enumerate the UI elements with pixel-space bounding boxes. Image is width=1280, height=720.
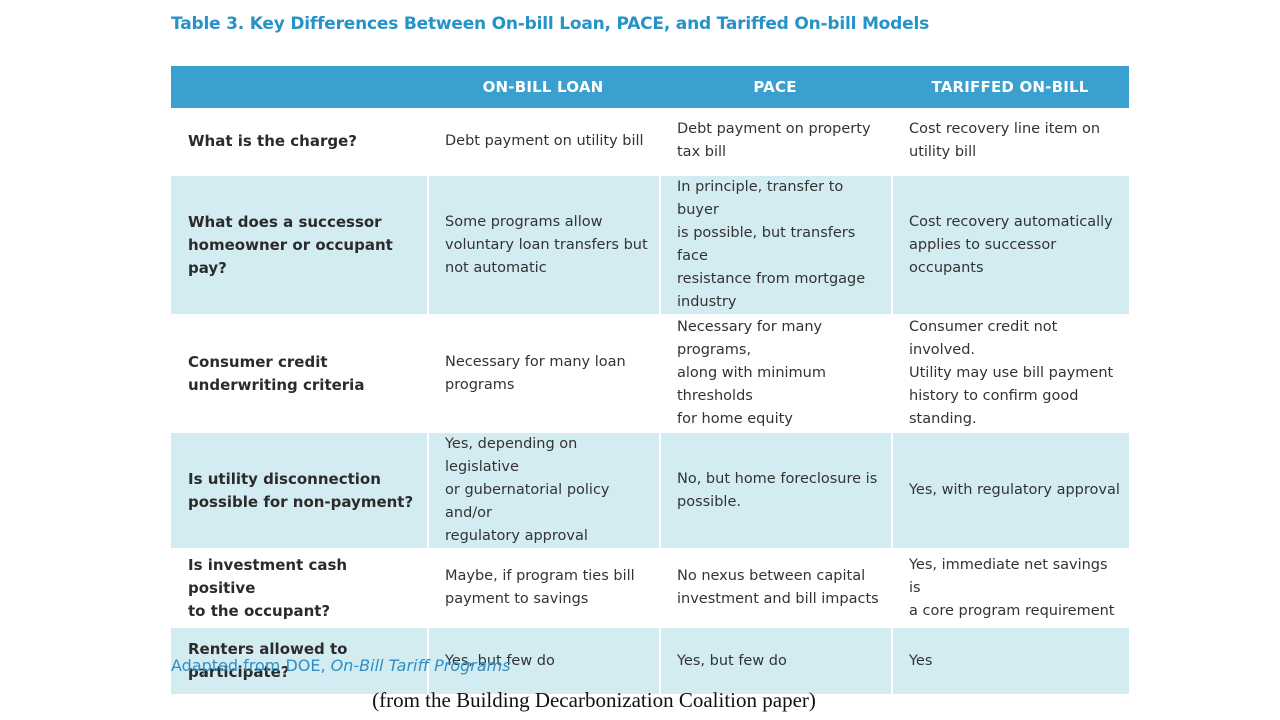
table-row: What is the charge? Debt payment on util…	[171, 108, 1129, 176]
cell-on-bill-loan: Some programs allow voluntary loan trans…	[445, 213, 648, 276]
table-row: Consumer credit underwriting criteria Ne…	[171, 316, 1129, 433]
cell-tariffed: Consumer credit not involved. Utility ma…	[909, 319, 1114, 427]
cell-on-bill-loan: Debt payment on utility bill	[445, 132, 644, 149]
row-question: Renters allowed to participate?	[188, 640, 348, 681]
cell-on-bill-loan: Yes, but few do	[445, 652, 555, 669]
source-title: On-Bill Tariff Programs	[330, 656, 511, 675]
source-prefix: Adapted from DOE,	[171, 656, 331, 675]
table-row: Is investment cash positive to the occup…	[171, 550, 1129, 628]
source-note: Adapted from DOE, On-Bill Tariff Program…	[171, 656, 511, 675]
cell-tariffed: Yes, immediate net savings is a core pro…	[909, 556, 1115, 619]
cell-on-bill-loan: Maybe, if program ties bill payment to s…	[445, 568, 635, 607]
row-question: Consumer credit underwriting criteria	[188, 352, 365, 394]
row-question: What is the charge?	[188, 131, 357, 150]
cell-tariffed: Yes	[909, 652, 933, 669]
cell-on-bill-loan: Yes, depending on legislative or guberna…	[445, 436, 610, 544]
row-question: Is investment cash positive to the occup…	[188, 555, 348, 620]
header-blank	[171, 66, 427, 108]
cell-pace: Yes, but few do	[677, 652, 787, 669]
table-row: Is utility disconnection possible for no…	[171, 433, 1129, 550]
comparison-table: ON-BILL LOAN PACE TARIFFED ON-BILL What …	[171, 66, 1129, 696]
caption: (from the Building Decarbonization Coali…	[372, 688, 816, 712]
row-question: Is utility disconnection possible for no…	[188, 469, 414, 511]
cell-pace: No, but home foreclosure is possible.	[677, 470, 878, 510]
header-tariffed-on-bill: TARIFFED ON-BILL	[891, 66, 1129, 108]
table-row: Renters allowed to participate? Yes, but…	[171, 628, 1129, 696]
cell-pace: No nexus between capital investment and …	[677, 568, 879, 607]
table-header-row: ON-BILL LOAN PACE TARIFFED ON-BILL	[171, 66, 1129, 108]
cell-pace: Debt payment on property tax bill	[677, 121, 871, 160]
row-question: What does a successor homeowner or occup…	[188, 212, 393, 277]
table-title: Table 3. Key Differences Between On-bill…	[171, 14, 929, 34]
cell-tariffed: Cost recovery line item on utility bill	[909, 121, 1101, 160]
header-pace: PACE	[659, 66, 891, 108]
table-row: What does a successor homeowner or occup…	[171, 176, 1129, 316]
cell-pace: In principle, transfer to buyer is possi…	[677, 179, 866, 310]
cell-on-bill-loan: Necessary for many loan programs	[445, 353, 626, 393]
cell-pace: Necessary for many programs, along with …	[677, 319, 826, 427]
cell-tariffed: Yes, with regulatory approval	[909, 482, 1120, 498]
header-on-bill-loan: ON-BILL LOAN	[427, 66, 659, 108]
cell-tariffed: Cost recovery automatically applies to s…	[909, 213, 1113, 276]
